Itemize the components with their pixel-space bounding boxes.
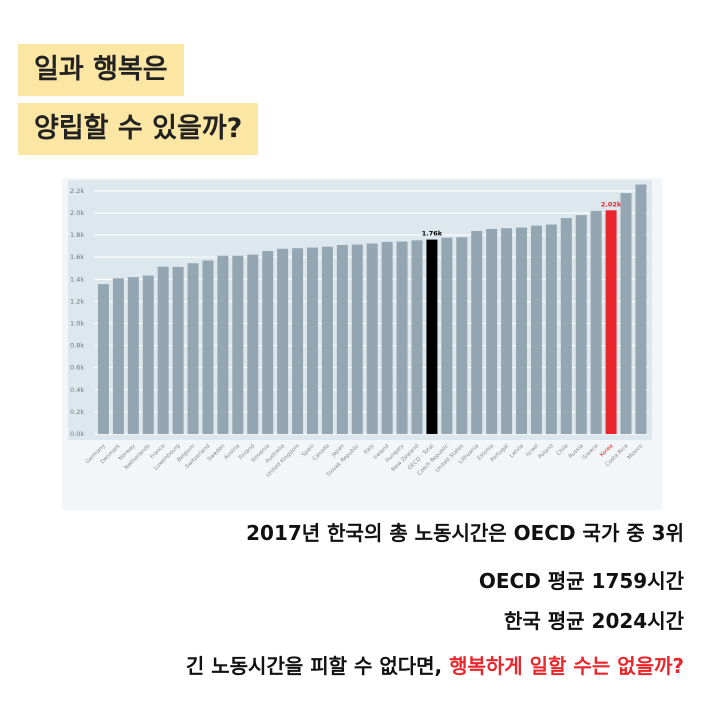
caption: 한국 평균 2024시간: [504, 609, 684, 633]
bar: [157, 266, 169, 434]
caption: OECD 평균 1759시간: [478, 569, 684, 593]
value-label: 2.02k: [601, 200, 622, 208]
bar: [112, 278, 124, 434]
bar: [306, 247, 318, 434]
bar: [351, 244, 363, 434]
bar: [187, 263, 199, 434]
bar: [575, 215, 587, 434]
bar: [172, 266, 184, 434]
bar: [202, 260, 214, 434]
bar: [127, 277, 139, 434]
bar: [97, 284, 109, 434]
bar: [262, 251, 274, 434]
bar: [381, 241, 393, 434]
bar: [590, 210, 602, 434]
bar: [292, 248, 304, 434]
bar: [441, 237, 453, 434]
caption-part: 긴 노동시간을 피할 수 없다면,: [185, 654, 443, 678]
bar: [396, 241, 408, 434]
bar: [217, 255, 229, 434]
y-tick-label: 1.2k: [70, 297, 84, 305]
y-tick-label: 1.8k: [70, 231, 84, 239]
bar: [336, 245, 348, 434]
y-tick-label: 0.8k: [70, 342, 84, 350]
bar: [232, 255, 244, 434]
caption: 긴 노동시간을 피할 수 없다면, 행복하게 일할 수는 없을까?: [186, 650, 684, 679]
bar: [366, 243, 378, 434]
bar: [411, 240, 423, 434]
bar: [620, 193, 632, 434]
bar: [277, 248, 289, 434]
caption: 2017년 한국의 총 노동시간은 OECD 국가 중 3위: [246, 521, 684, 545]
bar: [456, 237, 468, 434]
bar: [605, 210, 617, 434]
value-label: 1.76k: [422, 230, 443, 238]
y-tick-label: 0.6k: [70, 364, 84, 372]
bar: [247, 254, 259, 434]
header-line: 양립할 수 있을까?: [18, 103, 259, 155]
y-tick-label: 1.0k: [70, 319, 84, 327]
bar: [426, 239, 438, 434]
header-line: 일과 행복은: [18, 44, 184, 96]
y-tick-label: 0.4k: [70, 386, 84, 394]
y-tick-label: 0.0k: [70, 430, 84, 438]
bar: [486, 228, 498, 434]
bar: [545, 224, 557, 434]
y-tick-label: 0.2k: [70, 408, 84, 416]
y-tick-label: 2.2k: [70, 187, 84, 195]
bar: [471, 230, 483, 434]
bar: [635, 184, 647, 434]
bar: [560, 218, 572, 434]
bar: [321, 246, 333, 434]
bar: [142, 275, 154, 434]
caption-highlight: 행복하게 일할 수는 없을까?: [449, 654, 684, 678]
y-tick-label: 1.4k: [70, 275, 84, 283]
bar: [516, 227, 528, 434]
bar: [530, 225, 542, 434]
bar: [501, 228, 513, 434]
chart: 0.0k 0.2k 0.4k 0.6k 0.8k 1.0k 1.2k 1.4k 1.6k 1.8k…: [62, 178, 662, 510]
y-tick-label: 1.6k: [70, 253, 84, 261]
y-tick-label: 2.0k: [70, 209, 84, 217]
